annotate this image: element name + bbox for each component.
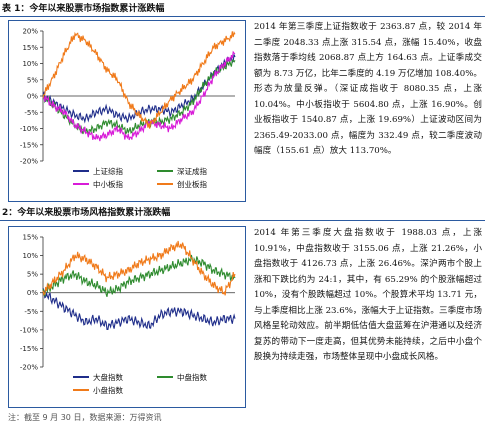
section-title-1: 表 1：今年以来股票市场指数累计涨跌幅	[2, 4, 165, 14]
series-line-1	[42, 54, 236, 124]
series-line-2	[42, 59, 236, 136]
y-tick-label: 0%	[27, 289, 38, 297]
series-line-4	[42, 30, 236, 129]
section-note-2: 2014 年第三季度大盘指数收于 1988.03 点，上涨 10.91%，中盘指…	[254, 226, 482, 410]
series-line-1	[42, 287, 236, 330]
legend-label: 中小板指	[93, 179, 123, 189]
legend-label: 中盘指数	[177, 372, 207, 382]
y-tick-label: 5%	[27, 76, 38, 84]
y-tick-label: 0%	[27, 93, 38, 101]
section-rule-1	[0, 16, 485, 17]
y-tick-label: 15%	[22, 44, 38, 52]
y-tick-label: -15%	[20, 141, 38, 149]
legend-label: 创业板指	[177, 179, 207, 189]
legend-label: 小盘指数	[93, 385, 123, 395]
y-tick-label: -20%	[20, 364, 38, 372]
section-rule-2	[0, 220, 485, 221]
y-tick-label: -10%	[20, 326, 38, 334]
series-line-2	[42, 254, 236, 297]
y-tick-label: -15%	[20, 345, 38, 353]
section-note-1: 2014 年第三季度上证指数收于 2363.87 点，较 2014 年二季度 2…	[254, 20, 482, 200]
section-note-1-text: 2014 年第三季度上证指数收于 2363.87 点，较 2014 年二季度 2…	[254, 22, 482, 156]
y-tick-label: 10%	[22, 252, 38, 260]
legend-label: 大盘指数	[93, 372, 123, 382]
y-tick-label: 10%	[22, 60, 38, 68]
y-tick-label: 20%	[22, 28, 38, 36]
y-tick-label: -5%	[24, 308, 38, 316]
y-tick-label: -20%	[20, 158, 38, 166]
series-line-3	[42, 50, 236, 142]
legend-label: 上证综指	[93, 166, 123, 176]
chart-1-svg: 20% 15% 10% 5% 0% -5% -10% -15% -20% 上证综指 深证成指中小板指…	[20, 28, 236, 189]
section-title-2: 2：今年以来股票市场风格指数累计涨跌幅	[2, 208, 171, 218]
bottom-footnote: 注：截至 9 月 30 日，数据来源：万得资讯	[8, 413, 162, 422]
series-line-3	[42, 240, 236, 296]
legend-label: 深证成指	[177, 166, 207, 176]
section-note-2-text: 2014 年第三季度大盘指数收于 1988.03 点，上涨 10.91%，中盘指…	[254, 228, 482, 362]
y-tick-label: -5%	[24, 109, 38, 117]
y-tick-label: -10%	[20, 125, 38, 133]
chart-2-frame: 15% 10% 5% 0% -5% -10% -15% -20% 大盘指数 中盘指数小盘指数	[8, 226, 246, 408]
y-tick-label: 5%	[27, 271, 38, 279]
chart-1-frame: 20% 15% 10% 5% 0% -5% -10% -15% -20% 上证综指 深证成指中小板指…	[8, 20, 246, 202]
y-tick-label: 15%	[22, 234, 38, 242]
